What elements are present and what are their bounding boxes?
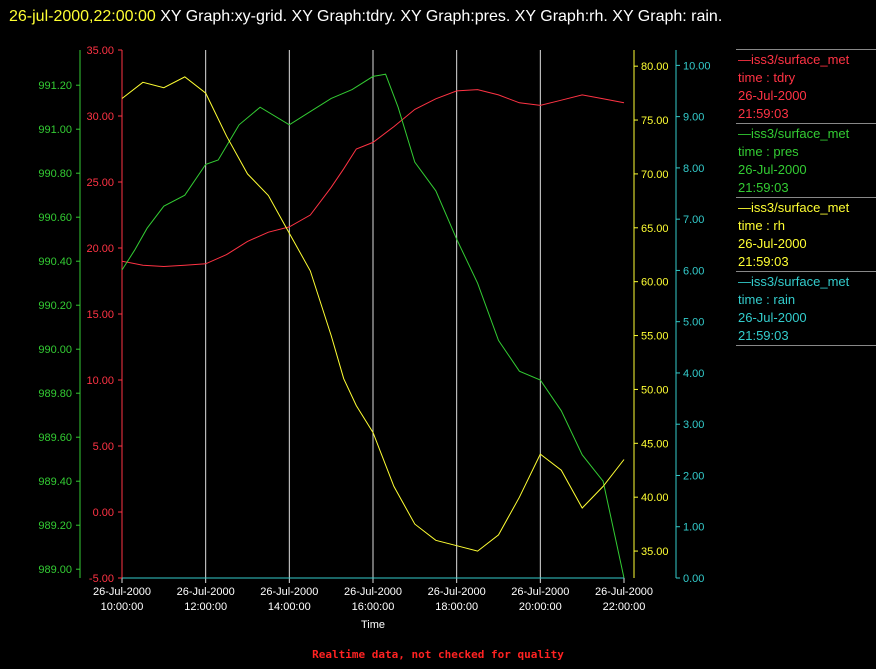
tdry-y-tick-label: 20.00 (86, 243, 114, 255)
rh-y-tick-label: 50.00 (641, 384, 669, 396)
legend-line: time : tdry (738, 70, 796, 85)
x-axis-label: Time (361, 619, 385, 631)
rh-y-tick-label: 40.00 (641, 492, 669, 504)
rh-y-tick-label: 55.00 (641, 331, 669, 343)
x-tick-label: 26-Jul-2000 (177, 586, 235, 598)
legend-line: 21:59:03 (738, 254, 789, 269)
rain-y-tick-label: 7.00 (683, 214, 704, 226)
rain-y-tick-label: 4.00 (683, 368, 704, 380)
legend-line: 26-Jul-2000 (738, 162, 807, 177)
legend-line: time : rh (738, 218, 785, 233)
legend-line: —iss3/surface_met (738, 52, 850, 67)
pres-y-tick-label: 991.20 (38, 80, 72, 92)
legend-line: —iss3/surface_met (738, 200, 850, 215)
pres-y-tick-label: 990.20 (38, 300, 72, 312)
tdry-y-tick-label: 10.00 (86, 375, 114, 387)
tdry-y-tick-label: 35.00 (86, 45, 114, 57)
tdry-series-line (121, 89, 625, 268)
tdry-y-tick-label: 25.00 (86, 177, 114, 189)
legend-line: 26-Jul-2000 (738, 236, 807, 251)
legend-line: 26-Jul-2000 (738, 310, 807, 325)
pres-y-tick-label: 989.40 (38, 476, 72, 488)
rain-y-tick-label: 0.00 (683, 573, 704, 585)
legend-line: time : pres (738, 144, 799, 159)
x-tick-label: 12:00:00 (184, 601, 227, 613)
legend: —iss3/surface_met time : tdry 26-Jul-2000 2… (736, 49, 876, 346)
rain-y-tick-label: 5.00 (683, 317, 704, 329)
quality-note: Realtime data, not checked for quality (312, 648, 564, 661)
rain-y-tick-label: 8.00 (683, 163, 704, 175)
rh-y-tick-label: 45.00 (641, 438, 669, 450)
pres-y-tick-label: 989.20 (38, 520, 72, 532)
pres-y-tick-label: 990.80 (38, 168, 72, 180)
rain-y-tick-label: 6.00 (683, 265, 704, 277)
xy-chart: 26-Jul-2000 10:00:00 26-Jul-2000 12:00:00 26… (38, 45, 711, 631)
x-tick-label: 26-Jul-2000 (428, 586, 486, 598)
pres-y-tick-label: 989.60 (38, 432, 72, 444)
x-tick-label: 26-Jul-2000 (595, 586, 653, 598)
tdry-y-tick-label: 15.00 (86, 309, 114, 321)
legend-line: time : rain (738, 292, 796, 307)
legend-line: —iss3/surface_met (738, 126, 850, 141)
rain-y-tick-label: 3.00 (683, 419, 704, 431)
pres-y-tick-label: 991.00 (38, 124, 72, 136)
pres-y-tick-label: 990.00 (38, 344, 72, 356)
legend-line: 21:59:03 (738, 106, 789, 121)
legend-line: 26-Jul-2000 (738, 88, 807, 103)
rh-y-tick-label: 65.00 (641, 223, 669, 235)
timestamp-label: 26-jul-2000,22:00:00 (9, 8, 156, 25)
legend-line: —iss3/surface_met (738, 274, 850, 289)
pres-y-tick-label: 990.60 (38, 212, 72, 224)
legend-line: 21:59:03 (738, 180, 789, 195)
rh-y-tick-label: 70.00 (641, 169, 669, 181)
rh-y-tick-label: 80.00 (641, 61, 669, 73)
tdry-y-tick-label: -5.00 (89, 573, 114, 585)
rain-y-tick-label: 1.00 (683, 522, 704, 534)
x-tick-label: 22:00:00 (603, 601, 646, 613)
x-tick-label: 16:00:00 (352, 601, 395, 613)
x-tick-label: 20:00:00 (519, 601, 562, 613)
chart-title-bar: 26-jul-2000,22:00:00 XY Graph:xy-grid. X… (9, 3, 869, 31)
rain-y-tick-label: 10.00 (683, 60, 711, 72)
x-tick-label: 10:00:00 (101, 601, 144, 613)
x-tick-label: 26-Jul-2000 (511, 586, 569, 598)
rh-y-tick-label: 60.00 (641, 277, 669, 289)
rh-y-tick-label: 35.00 (641, 546, 669, 558)
pres-y-tick-label: 990.40 (38, 256, 72, 268)
x-tick-label: 26-Jul-2000 (93, 586, 151, 598)
graph-list-label: XY Graph:xy-grid. XY Graph:tdry. XY Grap… (155, 8, 723, 25)
legend-line: 21:59:03 (738, 328, 789, 343)
pres-y-tick-label: 989.00 (38, 564, 72, 576)
pres-series-line (121, 73, 625, 579)
tdry-y-tick-label: 5.00 (93, 441, 114, 453)
pres-y-tick-label: 989.80 (38, 388, 72, 400)
rain-y-tick-label: 9.00 (683, 112, 704, 124)
rh-series-line (121, 76, 625, 552)
x-tick-label: 18:00:00 (435, 601, 478, 613)
x-tick-label: 26-Jul-2000 (344, 586, 402, 598)
tdry-y-tick-label: 30.00 (86, 111, 114, 123)
rain-y-tick-label: 2.00 (683, 470, 704, 482)
x-tick-label: 26-Jul-2000 (260, 586, 318, 598)
tdry-y-tick-label: 0.00 (93, 507, 114, 519)
x-tick-label: 14:00:00 (268, 601, 311, 613)
rh-y-tick-label: 75.00 (641, 115, 669, 127)
